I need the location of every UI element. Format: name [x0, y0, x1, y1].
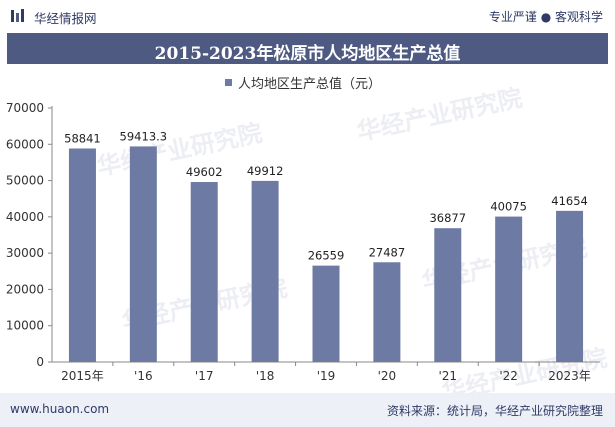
bar — [251, 180, 279, 362]
legend-swatch — [225, 79, 232, 86]
bar — [68, 148, 96, 362]
x-tick-label: 2015年 — [61, 369, 104, 383]
bar-chart: 0 10000 20000 30000 40000 50000 60000 70000 5884… — [6, 101, 600, 383]
y-tick-label: 70000 — [6, 101, 44, 115]
bar — [373, 262, 401, 362]
legend-label: 人均地区生产总值（元） — [238, 77, 382, 92]
huajing-logo-icon — [11, 9, 24, 22]
y-tick-label: 30000 — [6, 246, 44, 260]
x-tick-label: '19 — [317, 369, 336, 383]
data-label: 27487 — [369, 245, 406, 259]
chart-legend: 人均地区生产总值（元） — [225, 73, 381, 92]
y-tick-label: 10000 — [6, 319, 44, 333]
y-tick-label: 0 — [36, 355, 44, 369]
chart-title: 2015-2023年松原市人均地区生产总值 — [154, 44, 461, 64]
data-label: 26559 — [308, 249, 345, 263]
x-tick-label: '18 — [256, 369, 275, 383]
x-tick-label: '22 — [499, 369, 518, 383]
y-tick-label: 60000 — [6, 137, 44, 151]
data-label: 40075 — [490, 200, 527, 214]
data-label: 49602 — [186, 165, 223, 179]
x-tick-label: '16 — [134, 369, 153, 383]
bar — [190, 182, 218, 362]
bar — [312, 265, 340, 362]
bar — [495, 216, 523, 362]
footer-site: www.huaon.com — [10, 402, 110, 416]
brand-name: 华经情报网 — [34, 11, 97, 26]
data-label: 49912 — [247, 164, 284, 178]
top-bar: 华经情报网 专业严谨 ● 客观科学 — [0, 0, 615, 33]
x-tick-label: 2023年 — [548, 369, 591, 383]
bar — [556, 210, 584, 362]
x-tick-label: '21 — [438, 369, 457, 383]
y-tick-label: 20000 — [6, 282, 44, 296]
x-tick-label: '17 — [195, 369, 214, 383]
data-label: 58841 — [64, 131, 101, 145]
tagline: 专业严谨 ● 客观科学 — [488, 10, 603, 24]
footer: www.huaon.com 资料来源：统计局，华经产业研究院整理 — [0, 393, 615, 427]
y-tick-label: 50000 — [6, 174, 44, 188]
bar — [129, 146, 157, 362]
data-label: 41654 — [551, 194, 588, 208]
data-label: 36877 — [429, 211, 466, 225]
title-bar: 2015-2023年松原市人均地区生产总值 — [7, 33, 608, 64]
footer-source: 资料来源：统计局，华经产业研究院整理 — [386, 404, 603, 418]
x-tick-label: '20 — [378, 369, 397, 383]
bar — [434, 228, 462, 362]
data-label: 59413.3 — [120, 129, 168, 143]
y-tick-label: 40000 — [6, 210, 44, 224]
